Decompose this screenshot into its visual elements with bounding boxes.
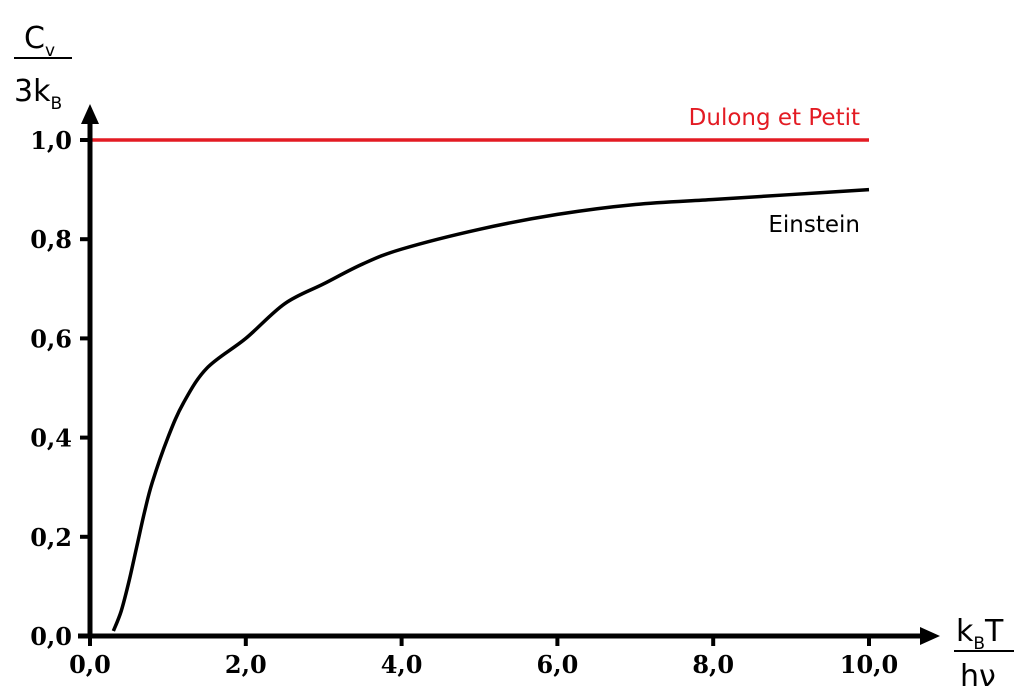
y-label-denominator: 3k	[14, 74, 51, 109]
y-label-numerator-sub: v	[45, 41, 55, 61]
svg-text:Cv: Cv	[24, 21, 55, 61]
svg-text:3kB: 3kB	[14, 74, 62, 114]
y-axis-arrowhead	[81, 104, 99, 124]
y-axis-label: Cv 3kB	[14, 21, 72, 114]
x-tick-label: 4,0	[381, 650, 423, 679]
svg-text:kBT: kBT	[956, 614, 1004, 654]
x-tick-label: 6,0	[537, 650, 579, 679]
series-label-einstein: Einstein	[768, 212, 860, 238]
x-axis-label: kBT hν	[954, 614, 1014, 689]
x-label-main: k	[956, 614, 974, 649]
x-axis-arrowhead	[920, 627, 940, 645]
ticks-layer: 0,0 2,0 4,0 6,0 8,0 10,0 0,0 0,2 0,4 0,6 0,8 1,0	[30, 126, 898, 679]
y-tick-label: 0,6	[30, 324, 72, 353]
y-tick-label: 1,0	[30, 126, 72, 155]
series-layer: Dulong et Petit Einstein	[90, 105, 870, 632]
y-label-numerator: C	[24, 21, 45, 56]
x-label-after: T	[984, 614, 1004, 649]
x-tick-label: 10,0	[840, 650, 898, 679]
axes-layer	[78, 104, 940, 645]
series-label-dulong-et-petit: Dulong et Petit	[689, 105, 860, 131]
x-tick-label: 2,0	[225, 650, 267, 679]
x-tick-label: 0,0	[69, 650, 111, 679]
y-tick-label: 0,2	[30, 523, 72, 552]
series-line-einstein	[111, 187, 870, 632]
x-tick-label: 8,0	[692, 650, 734, 679]
x-label-sub: B	[973, 634, 985, 654]
y-tick-label: 0,8	[30, 225, 72, 254]
y-label-denominator-sub: B	[50, 94, 62, 114]
y-tick-label: 0,4	[30, 424, 72, 453]
x-label-denominator: hν	[960, 659, 996, 689]
y-tick-label: 0,0	[30, 622, 72, 651]
